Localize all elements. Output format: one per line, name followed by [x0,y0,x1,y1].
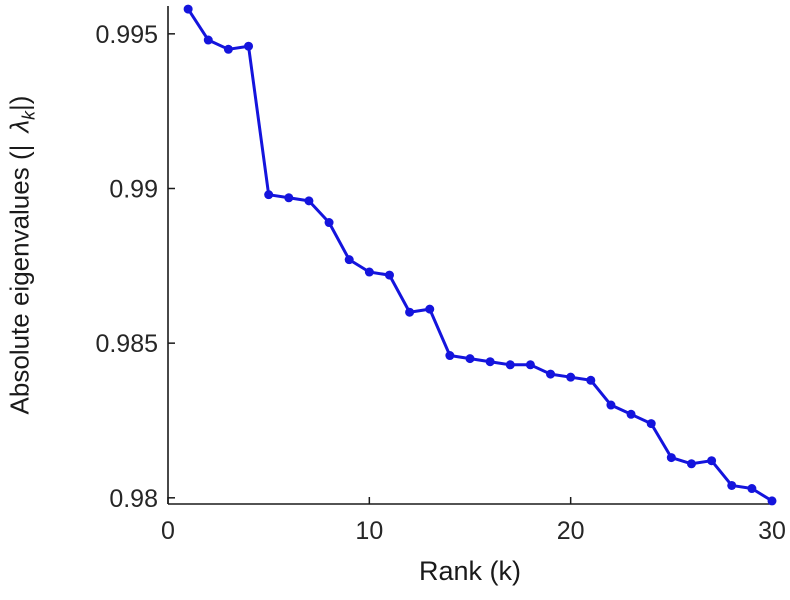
x-tick-label: 30 [758,517,786,545]
data-point [264,190,274,200]
y-tick-label: 0.995 [95,21,158,49]
data-point [364,267,374,277]
data-point [727,480,737,490]
data-point [626,409,636,419]
data-point [445,351,455,361]
data-point [525,360,535,370]
data-point [425,304,435,314]
data-point [183,4,193,14]
lambda-symbol: λ [4,119,35,133]
x-axis-label: Rank (k) [418,556,521,586]
data-point [546,369,556,379]
y-tick-label: 0.985 [95,330,158,358]
data-point [485,357,495,367]
y-axis-label-text: Absolute eigenvalues (| [4,144,35,415]
data-point [384,270,394,280]
y-tick-label: 0.98 [109,485,158,513]
x-tick-label: 10 [355,517,383,545]
data-point [566,372,576,382]
data-line [186,7,774,503]
y-tick-label: 0.99 [109,175,158,203]
lambda-subscript: k [18,110,39,120]
data-point [244,41,254,51]
data-point [465,354,475,364]
data-point [284,193,294,203]
data-point [344,255,354,265]
data-point [646,419,656,429]
data-point [304,196,314,206]
data-point [606,400,616,410]
data-point [203,35,213,45]
data-point [666,453,676,463]
x-tick-label: 0 [161,517,175,545]
data-point [767,496,777,506]
data-point [686,459,696,469]
data-point [586,375,596,385]
y-axis-label: Absolute eigenvalues (| λk|) [4,96,39,415]
data-point [324,218,334,228]
data-point [747,484,757,494]
data-point [405,307,415,317]
data-point [707,456,717,466]
x-tick-label: 20 [557,517,585,545]
y-axis-label-suffix: |) [4,95,35,111]
data-point [505,360,515,370]
data-point [223,44,233,54]
